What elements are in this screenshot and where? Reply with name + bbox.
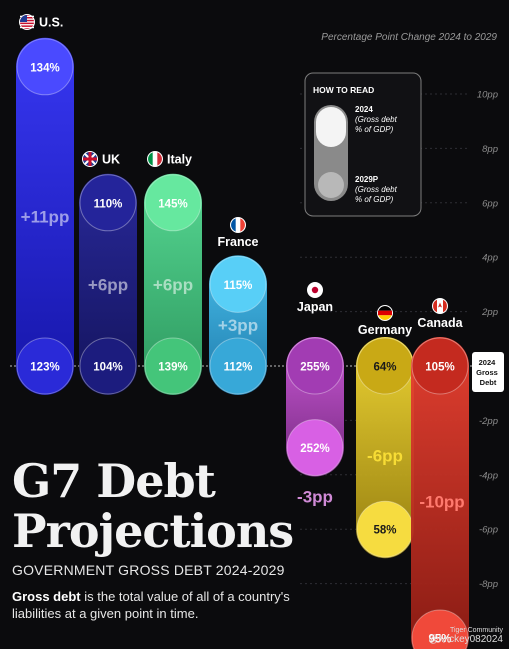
change-label: -10pp (419, 492, 464, 511)
legend-2029-marker (318, 172, 344, 198)
debt-2029-marker (79, 174, 137, 232)
change-label: -6pp (367, 447, 403, 466)
change-label: +3pp (218, 316, 258, 335)
country-name: Italy (167, 153, 192, 167)
baseline-label-line1: 2024 (479, 358, 497, 367)
how-to-read-legend: HOW TO READ 2024 (Gross debt % of GDP) 2… (304, 72, 422, 217)
bar-uk (79, 173, 137, 395)
debt-2024-marker (79, 337, 137, 395)
legend-2029-label: 2029P (Gross debt % of GDP) (355, 175, 399, 204)
y-tick-label: -6pp (479, 525, 498, 536)
debt-2029-marker (16, 38, 74, 96)
debt-2029-label: 58% (373, 525, 396, 537)
debt-2029-label: 95% (428, 634, 451, 646)
baseline-label-text: 2024 Gross Debt (476, 358, 500, 387)
y-tick-label: 10pp (477, 90, 498, 101)
credit-line1: Tiger Community (449, 627, 503, 634)
baseline-label-line2: Gross (476, 368, 498, 377)
legend-2029-line2: (Gross debt (355, 185, 398, 194)
y-tick-label: -2pp (479, 416, 498, 427)
description-bold: Gross debt (12, 589, 81, 604)
labels-layer: 123% 134% +11pp U.S. 104% 110% +6pp UK 139% 145% +… (19, 14, 465, 646)
country-name: UK (102, 153, 120, 167)
country-name: Germany (358, 323, 412, 337)
debt-2024-marker (286, 337, 344, 395)
y-tick-label: -4pp (479, 470, 498, 481)
debt-2024-label: 255% (300, 362, 329, 374)
credit-line2: @Mickey082024 (428, 634, 503, 645)
debt-2029-marker (209, 255, 267, 313)
description-rest: is the total value of all of a country's… (12, 589, 290, 621)
country-name: Canada (417, 316, 463, 330)
legend-2024-label: 2024 (Gross debt % of GDP) (355, 105, 399, 134)
debt-2029-marker (144, 174, 202, 232)
legend-title: HOW TO READ (313, 85, 374, 95)
france-flag-icon (230, 217, 246, 233)
bar-germany (356, 337, 414, 559)
subtitle: GOVERNMENT GROSS DEBT 2024-2029 (12, 562, 285, 578)
y-tick-label: 8pp (482, 144, 498, 155)
debt-2024-marker (144, 337, 202, 395)
country-name: Japan (297, 300, 333, 314)
bar-canada (411, 337, 469, 649)
change-label: +6pp (88, 275, 128, 294)
change-label: -3pp (297, 488, 333, 507)
change-label: +11pp (21, 207, 70, 226)
legend-pill-highlight (316, 107, 346, 147)
legend-2024-line3: % of GDP) (355, 125, 394, 134)
change-label: +6pp (153, 275, 193, 294)
legend-2024-line1: 2024 (355, 105, 373, 114)
debt-2024-marker (209, 337, 267, 395)
debt-2024-marker (16, 337, 74, 395)
canada-flag-icon (432, 298, 448, 314)
y-tick-label: 6pp (482, 198, 498, 209)
debt-2024-label: 139% (158, 362, 187, 374)
debt-2029-label: 252% (300, 443, 329, 455)
japan-flag-icon (307, 282, 323, 298)
legend-2029-line3: % of GDP) (355, 195, 394, 204)
baseline-label-line3: Debt (480, 378, 497, 387)
bar-italy (144, 173, 202, 395)
debt-2029-label: 134% (30, 62, 59, 74)
debt-2024-label: 105% (425, 362, 454, 374)
country-name: U.S. (39, 16, 63, 30)
baseline-label-badge: 2024 Gross Debt (472, 352, 504, 392)
debt-2024-marker (411, 337, 469, 395)
baseline-label-box (472, 352, 504, 392)
legend-2024-line2: (Gross debt (355, 115, 398, 124)
germany-flag-icon (377, 305, 393, 321)
debt-2029-label: 110% (94, 198, 123, 210)
us-flag-icon (19, 14, 35, 30)
title-line-1: G7 Debt (12, 454, 216, 508)
description: Gross debt is the total value of all of … (12, 588, 302, 622)
debt-2024-label: 64% (373, 362, 396, 374)
header-caption: Percentage Point Change 2024 to 2029 (321, 32, 497, 43)
debt-2029-label: 115% (224, 280, 253, 292)
country-name: France (218, 235, 259, 249)
credit-watermark: Tiger Community @Mickey082024 (428, 627, 503, 645)
y-tick-label: 4pp (482, 253, 498, 264)
uk-flag-icon (82, 151, 98, 167)
debt-2024-label: 104% (93, 362, 122, 374)
y-tick-label: 2pp (481, 307, 498, 318)
debt-2024-label: 123% (30, 362, 59, 374)
italy-flag-icon (147, 151, 163, 167)
y-tick-label: -8pp (479, 579, 498, 590)
title-line-2: Projections (12, 504, 294, 558)
debt-2029-marker (411, 609, 469, 649)
debt-2024-label: 112% (224, 362, 253, 374)
bars-layer (16, 37, 469, 649)
legend-2029-line1: 2029P (355, 175, 379, 184)
bar-us (16, 37, 74, 396)
debt-2029-marker (286, 419, 344, 477)
title-block: G7 Debt Projections GOVERNMENT GROSS DEB… (12, 456, 312, 622)
debt-2029-label: 145% (158, 198, 187, 210)
